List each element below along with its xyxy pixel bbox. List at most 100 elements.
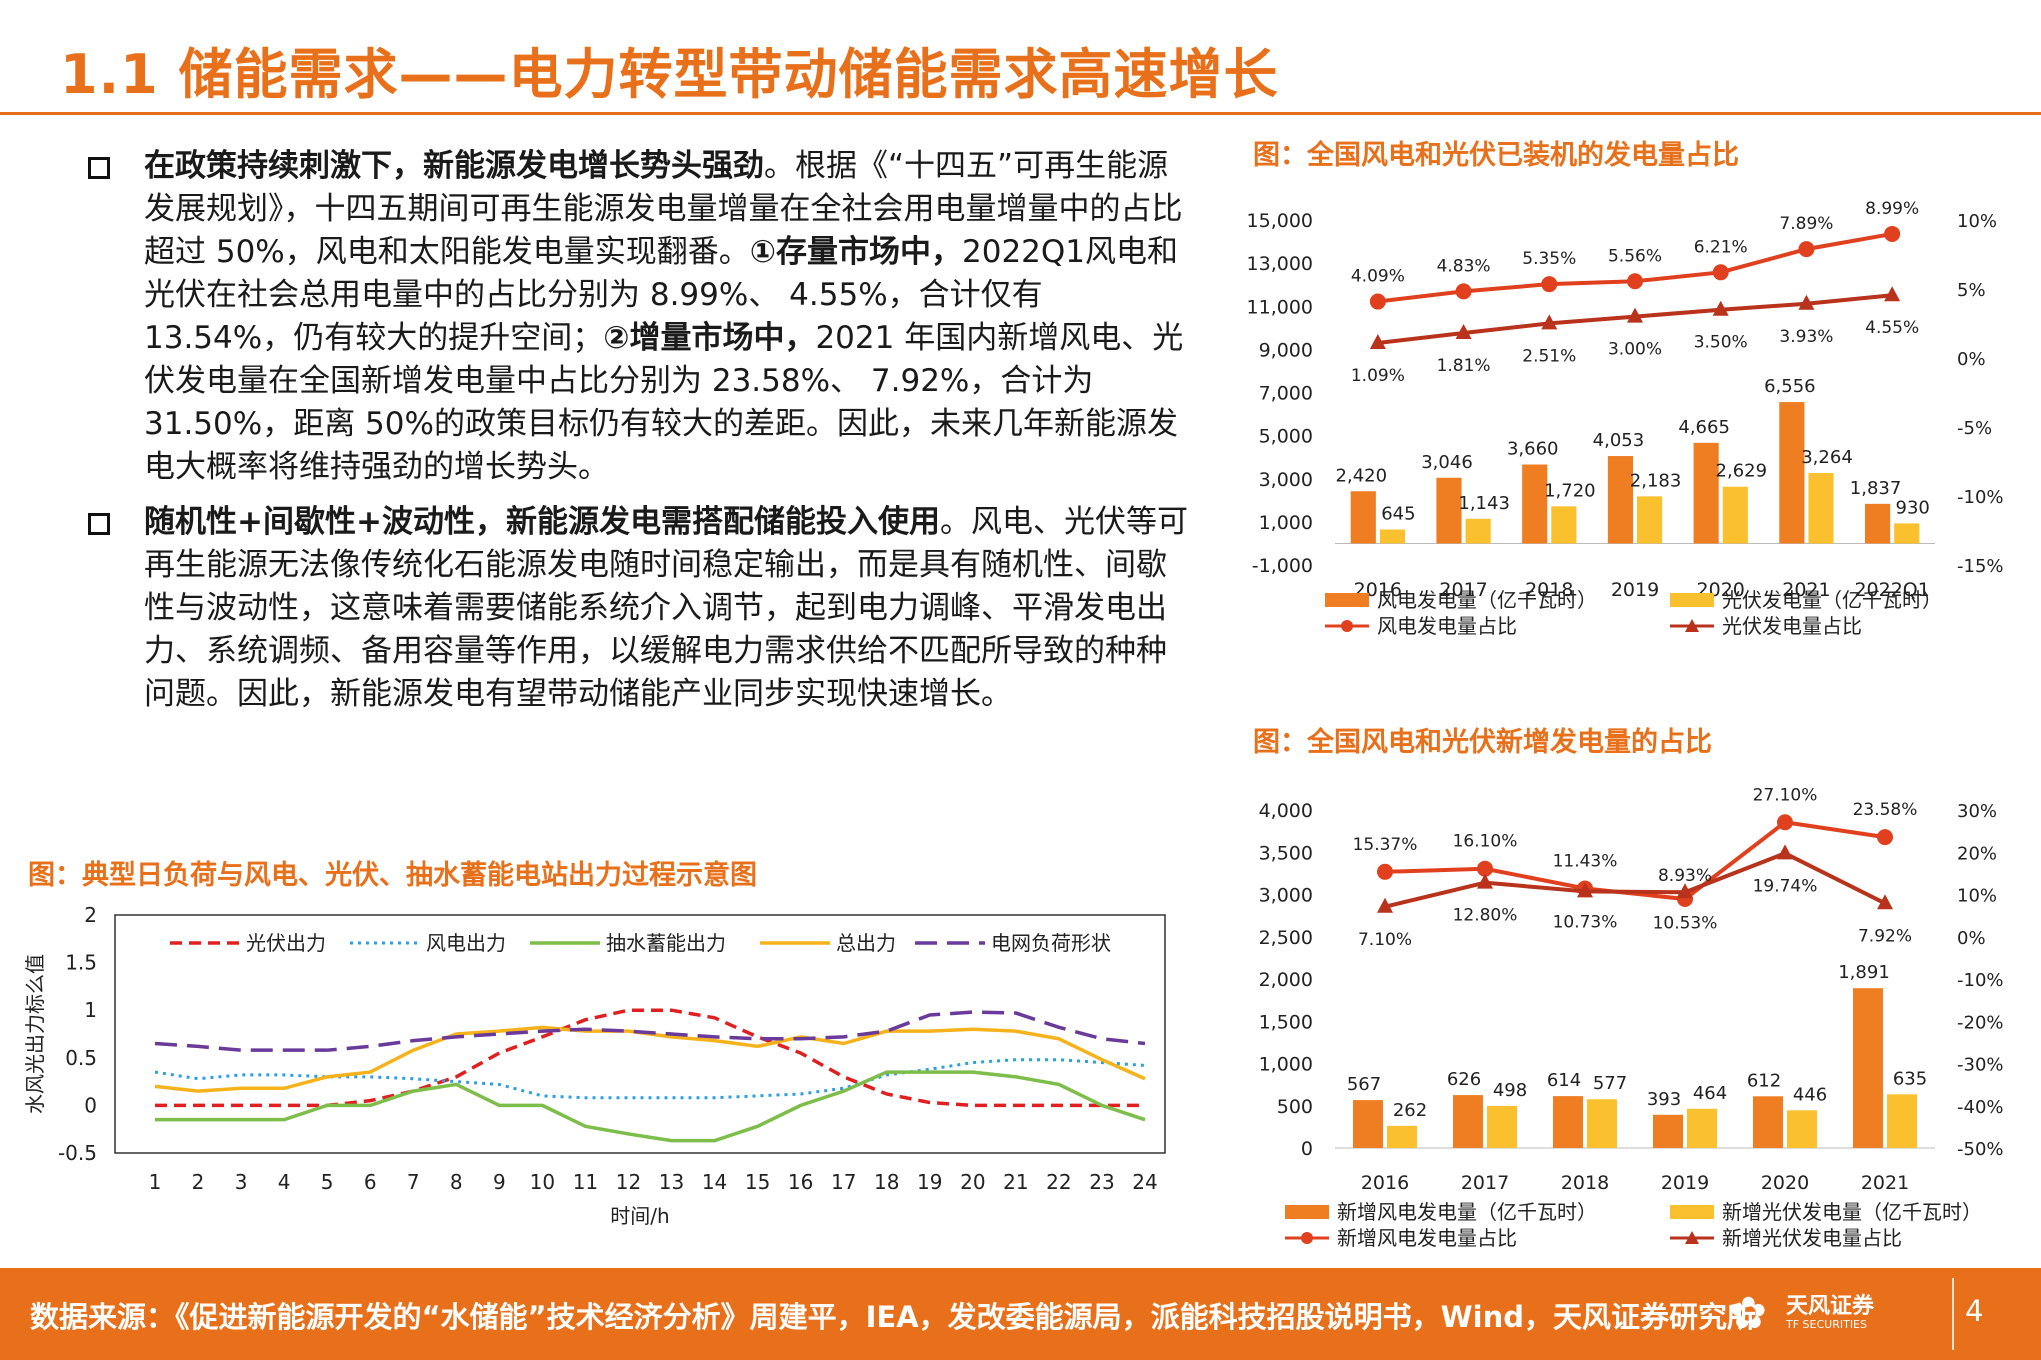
y-left-tick-label: 9,000 [1259, 339, 1313, 361]
bullet-2-text: 。风电、光伏等可再生能源无法像传统化石能源发电随时间稳定输出，而是具有随机性、间… [144, 504, 1188, 712]
wind-share-point [1377, 863, 1393, 880]
pv-bar [1722, 486, 1748, 544]
legend-label: 风电出力 [426, 931, 506, 955]
pv-share-point [1541, 314, 1558, 330]
page-number: 4 [1965, 1294, 1984, 1328]
bar-value-label: 1,143 [1458, 493, 1510, 514]
plot-frame [114, 914, 1166, 1154]
x-tick-label: 2021 [1861, 1172, 1909, 1194]
x-tick-label: 6 [364, 1170, 377, 1194]
wind-share-point [1455, 283, 1472, 300]
pv-share-point [1455, 324, 1472, 340]
x-tick-label: 14 [702, 1170, 727, 1194]
y-left-tick-label: 5,000 [1259, 426, 1313, 448]
line-value-label: 1.81% [1437, 356, 1491, 376]
pv-bar [1487, 1105, 1517, 1148]
pv-share-point [1477, 873, 1493, 889]
y-left-tick-label: 1,500 [1259, 1011, 1313, 1033]
y-left-tick-label: 500 [1277, 1096, 1313, 1118]
x-tick-label: 11 [573, 1170, 598, 1194]
y-right-tick-label: -5% [1957, 418, 1992, 439]
y-left-tick-label: 3,500 [1259, 842, 1313, 864]
bar-value-label: 3,660 [1507, 439, 1559, 460]
x-tick-label: 4 [278, 1170, 291, 1194]
chart-daily: 21.510.50-0.51 2 3 4 5 6 7 8 9 10 11 12 13 14 15 16 17 18… [23, 903, 1166, 1228]
bar-value-label: 930 [1896, 497, 1930, 518]
line-value-label: 8.93% [1658, 866, 1712, 886]
x-tick-label: 16 [788, 1170, 813, 1194]
bar-value-label: 614 [1547, 1070, 1581, 1091]
legend-label: 光伏出力 [246, 931, 326, 955]
y-right-tick-label: 30% [1957, 801, 1997, 822]
x-tick-label: 3 [235, 1170, 248, 1194]
pv-bar [1887, 1094, 1917, 1148]
x-tick-label: 20 [960, 1170, 985, 1194]
wind-bar [1653, 1114, 1683, 1148]
wind-bar [1553, 1096, 1583, 1148]
legend-label: 新增风电发电量（亿千瓦时） [1337, 1200, 1597, 1224]
wind-bar [1753, 1096, 1783, 1148]
x-tick-label: 2019 [1661, 1172, 1709, 1194]
wind-share-point [1369, 293, 1386, 310]
legend-label: 新增光伏发电量占比 [1722, 1226, 1902, 1250]
x-tick-label: 22 [1046, 1170, 1071, 1194]
line-value-label: 23.58% [1853, 800, 1918, 820]
bar-value-label: 626 [1447, 1069, 1481, 1090]
bullet-1-text-c: 2021 年国内新增风电、光伏发电量在全国新增发电量中占比分别为 23.58%、… [144, 320, 1184, 485]
bar-value-label: 464 [1693, 1083, 1727, 1104]
legend-swatch [1285, 1205, 1329, 1219]
x-tick-label: 2017 [1439, 579, 1487, 601]
wind-share-point [1712, 264, 1729, 281]
x-tick-label: 2016 [1361, 1172, 1409, 1194]
x-tick-label: 2019 [1611, 579, 1659, 601]
pv-share-point [1577, 882, 1593, 898]
pv-bar [1379, 529, 1405, 544]
line-value-label: 4.55% [1865, 318, 1919, 338]
legend-marker-circle [1301, 1232, 1313, 1244]
bar-value-label: 6,556 [1764, 376, 1816, 397]
pv-share-point [1677, 883, 1693, 899]
line-value-label: 10.73% [1553, 912, 1618, 932]
bar-value-label: 612 [1747, 1070, 1781, 1091]
legend-label: 电网负荷形状 [991, 931, 1111, 955]
company-logo: ✿ 天风证券 TF SECURITIES [1730, 1284, 1890, 1344]
pv-share-point [1627, 307, 1643, 323]
wind-bar [1350, 491, 1376, 544]
wind-share-point [1777, 814, 1793, 831]
bullet-1-stock-heading: ①存量市场中， [749, 234, 963, 270]
y-left-tick-label: 0 [1301, 1138, 1313, 1160]
wind-share-point [1877, 829, 1893, 846]
data-source: 数据来源：《促进新能源开发的“水储能”技术经济分析》周建平，IEA，发改委能源局… [30, 1300, 1756, 1334]
line-value-label: 4.09% [1351, 267, 1405, 287]
legend-label: 抽水蓄能出力 [606, 931, 726, 955]
legend-label: 新增光伏发电量（亿千瓦时） [1722, 1200, 1982, 1224]
bar-value-label: 498 [1493, 1080, 1527, 1101]
bar-value-label: 2,629 [1716, 461, 1768, 482]
bar-value-label: 567 [1347, 1074, 1381, 1095]
line-value-label: 3.93% [1779, 327, 1833, 347]
bullet-1-text-b: 2022Q1风电和光伏在社会总用电量中的占比分别为 8.99%、 4.55%，合… [144, 234, 1179, 356]
checkbox-bullet-icon [88, 157, 110, 179]
pv-share-point [1798, 294, 1815, 310]
bullet-1-incr-heading: ②增量市场中， [603, 320, 816, 356]
wind-bar [1436, 477, 1462, 544]
y-right-tick-label: 10% [1957, 211, 1997, 232]
logo-name-cn: 天风证券 [1786, 1294, 1875, 1319]
y-tick-label: 1.5 [65, 951, 97, 975]
bar-value-label: 393 [1647, 1089, 1681, 1110]
title-divider [0, 112, 2041, 115]
wind-share-point [1627, 273, 1643, 290]
bar-value-label: 3,046 [1421, 452, 1473, 473]
pv-share-point [1877, 894, 1893, 910]
legend-label: 新增风电发电量占比 [1337, 1226, 1517, 1250]
bar-value-label: 1,891 [1838, 962, 1890, 983]
legend-label: 光伏发电量（亿千瓦时） [1722, 588, 1942, 612]
x-tick-label: 8 [450, 1170, 463, 1194]
legend-label: 总出力 [836, 931, 896, 955]
bar-value-label: 262 [1393, 1100, 1427, 1121]
y-right-tick-label: 10% [1957, 886, 1997, 907]
x-tick-label: 2017 [1461, 1172, 1509, 1194]
wind-bar [1853, 988, 1883, 1148]
series-line-2 [155, 1070, 1146, 1143]
x-tick-label: 2 [192, 1170, 205, 1194]
